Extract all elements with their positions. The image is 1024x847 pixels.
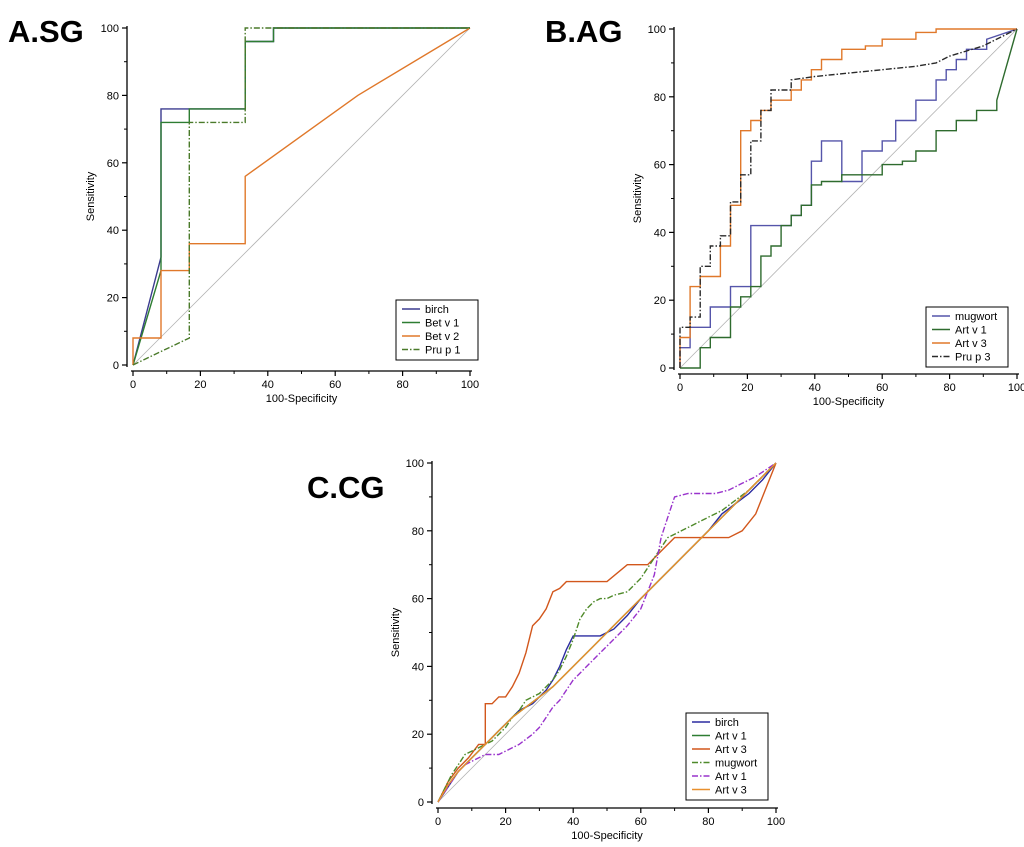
- y-tick-label: 20: [412, 729, 424, 741]
- x-tick-label: 80: [396, 379, 408, 391]
- legend-box: [685, 712, 769, 801]
- panel-b-ag: B.AG 0 20 40 60 80 100 0 20 40 60 80 100 100-Specific…: [545, 14, 1024, 408]
- roc-curve-bet-v-1: [132, 27, 470, 366]
- x-tick-label: 40: [567, 816, 579, 828]
- legend-entry: Bet v 2: [425, 331, 459, 343]
- roc-curve-art-v-1: [680, 28, 1018, 369]
- legend-entry: birch: [425, 304, 449, 316]
- legend-entry: Art v 3: [715, 785, 747, 797]
- y-axis-title: Sensitivity: [390, 607, 402, 657]
- y-tick-label: 40: [412, 661, 424, 673]
- panel-label: B.AG: [545, 14, 623, 49]
- panel-label: C.CG: [307, 470, 385, 505]
- roc-curve-pru-p-3: [679, 28, 1018, 368]
- panel-c-cg: C.CG 0 20 40 60 80 100 0 20 40 60 80 100 100-Specific…: [307, 458, 785, 842]
- x-tick-label: 60: [329, 379, 341, 391]
- x-tick-label: 100: [461, 379, 479, 391]
- x-tick-label: 60: [876, 382, 888, 394]
- x-tick-label: 20: [499, 816, 511, 828]
- y-tick-label: 80: [654, 92, 666, 104]
- y-tick-label: 80: [107, 90, 119, 102]
- panel-a-sg: A.SG 0 20 40 60 80 100 0 20 40 60 80 100 100-Specific…: [8, 14, 479, 405]
- y-axis-title: Sensitivity: [632, 173, 644, 223]
- legend-entry: Art v 1: [715, 731, 747, 743]
- x-tick-label: 0: [677, 382, 683, 394]
- y-tick-label: 0: [660, 363, 666, 375]
- legend-entry: Pru p 1: [425, 345, 460, 357]
- reference-diagonal: [679, 28, 1018, 369]
- x-tick-label: 40: [262, 379, 274, 391]
- y-tick-label: 60: [412, 594, 424, 606]
- y-tick-label: 60: [654, 160, 666, 172]
- roc-curve-pru-p-1: [132, 27, 470, 366]
- roc-curve-art-v-3: [437, 462, 777, 803]
- y-tick-label: 40: [654, 227, 666, 239]
- x-tick-label: 60: [635, 816, 647, 828]
- y-tick-label: 20: [107, 293, 119, 305]
- legend-entry: mugwort: [715, 758, 757, 770]
- roc-curve-mugwort: [437, 462, 777, 803]
- x-tick-label: 20: [741, 382, 753, 394]
- legend-entry: Art v 3: [955, 338, 987, 350]
- legend-box: [925, 306, 1009, 368]
- x-tick-label: 80: [702, 816, 714, 828]
- x-tick-label: 20: [194, 379, 206, 391]
- roc-curve-art-v-1: [437, 462, 777, 803]
- y-tick-label: 0: [113, 360, 119, 372]
- panel-label: A.SG: [8, 14, 84, 49]
- x-tick-label: 0: [130, 379, 136, 391]
- legend-box: [395, 299, 479, 361]
- y-tick-label: 60: [107, 158, 119, 170]
- y-tick-label: 100: [101, 23, 119, 35]
- legend-entry: Art v 1: [955, 325, 987, 337]
- y-axis-title: Sensitivity: [85, 171, 97, 221]
- y-tick-label: 0: [418, 797, 424, 809]
- x-tick-label: 40: [809, 382, 821, 394]
- x-tick-label: 0: [435, 816, 441, 828]
- roc-curve-art-v-3: [437, 462, 777, 803]
- legend-entry: Bet v 1: [425, 318, 459, 330]
- legend-entry: birch: [715, 717, 739, 729]
- legend-entry: mugwort: [955, 311, 997, 323]
- y-tick-label: 80: [412, 526, 424, 538]
- x-axis-title: 100-Specificity: [571, 830, 643, 842]
- y-tick-label: 40: [107, 225, 119, 237]
- x-axis-title: 100-Specificity: [813, 396, 885, 408]
- legend-entry: Art v 1: [715, 771, 747, 783]
- reference-diagonal: [132, 27, 471, 366]
- x-axis-title: 100-Specificity: [266, 393, 338, 405]
- y-tick-label: 20: [654, 295, 666, 307]
- roc-curve-art-v-3: [679, 28, 1017, 368]
- x-tick-label: 100: [1008, 382, 1024, 394]
- y-tick-label: 100: [648, 24, 666, 36]
- legend-entry: Art v 3: [715, 744, 747, 756]
- y-tick-label: 100: [406, 458, 424, 470]
- legend-entry: Pru p 3: [955, 352, 990, 364]
- x-tick-label: 80: [943, 382, 955, 394]
- x-tick-label: 100: [767, 816, 785, 828]
